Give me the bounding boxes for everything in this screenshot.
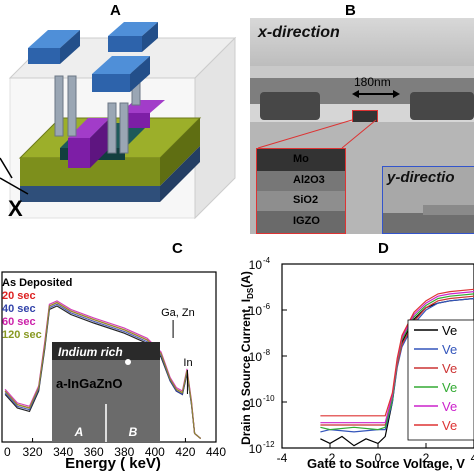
legend-label: Ve <box>442 380 457 395</box>
x-direction-label: x-direction <box>258 24 340 42</box>
layer-label-igzo: IGZO <box>293 215 320 227</box>
pad-1-front <box>28 48 60 64</box>
pad-2-front <box>108 36 142 52</box>
layer-label-al2o3: Al2O3 <box>293 174 325 186</box>
inset-label-b: B <box>129 425 138 439</box>
pad-3-front <box>92 74 130 92</box>
inset-label-a: A <box>74 425 84 439</box>
tem-electrode-right <box>410 92 474 120</box>
legend-entry: As Deposited <box>2 277 72 289</box>
legend-entry: 120 sec <box>2 329 42 341</box>
legend-entry: 60 sec <box>2 316 36 328</box>
legend-label: Ve <box>442 342 457 357</box>
base-layer-front <box>20 186 160 202</box>
tem-image: x-direction 180nm Mo Al2O3 SiO2 IGZO y-d… <box>250 18 474 234</box>
layer-label-sio2: SiO2 <box>293 194 318 206</box>
y-tick-exponent: -4 <box>263 256 271 265</box>
y-tick-exponent: -12 <box>263 440 275 449</box>
legend-box <box>408 320 474 440</box>
x-tick-label: -4 <box>277 451 288 465</box>
device-3d-illustration <box>0 18 240 233</box>
legend-label: Ve <box>442 361 457 376</box>
legend-label: Ve <box>442 323 457 338</box>
inset-label-indium: Indium rich <box>58 345 123 359</box>
x-axis-title: Energy ( keV) <box>65 455 161 472</box>
legend-entry: 20 sec <box>2 290 36 302</box>
scale-arrow <box>352 88 400 100</box>
scale-label: 180nm <box>354 75 391 89</box>
y-tick-exponent: -6 <box>263 302 271 311</box>
inset-label-ingazno: a-InGaZnO <box>56 376 122 391</box>
panel-letter-d: D <box>378 240 389 257</box>
legend-label: Ve <box>442 418 457 433</box>
y-tick-exponent: -8 <box>263 348 271 357</box>
pillar-1 <box>55 76 63 136</box>
legend-label: Ve <box>442 399 457 414</box>
gate-front <box>68 138 90 168</box>
layer-inset: Mo Al2O3 SiO2 IGZO <box>256 148 346 234</box>
pillar-4 <box>120 103 128 153</box>
x-tick-label: 420 <box>175 445 195 459</box>
annotation-in: In <box>183 357 192 369</box>
y-tick-label: 10 <box>249 258 263 272</box>
layer-label-mo: Mo <box>293 153 309 165</box>
x-tick-label: 320 <box>23 445 43 459</box>
y-direction-inset: y-directio <box>382 166 474 234</box>
y-axis-title: Drain to Source Current, IDS(A) <box>239 271 255 445</box>
panel-letter-a: A <box>110 2 121 19</box>
tem-electrode-left <box>260 92 320 120</box>
x-axis-title: Gate to Source Voltage, V <box>307 456 465 471</box>
legend-entry: 40 sec <box>2 303 36 315</box>
panel-letter-b: B <box>345 2 356 19</box>
inset-divider <box>105 404 107 442</box>
y-direction-label: y-directio <box>387 169 455 186</box>
panel-letter-c: C <box>172 240 183 257</box>
axis-x-label: X <box>8 196 23 222</box>
pillar-3 <box>108 103 116 153</box>
x-tick-label: 0 <box>4 445 11 459</box>
annotation-ga-zn: Ga, Zn <box>161 307 195 319</box>
pillar-2 <box>68 76 76 136</box>
x-tick-label: 440 <box>206 445 226 459</box>
y-tick-exponent: -10 <box>263 394 275 403</box>
inset-marker <box>125 359 131 365</box>
x-tick-label: 4 <box>471 451 474 465</box>
